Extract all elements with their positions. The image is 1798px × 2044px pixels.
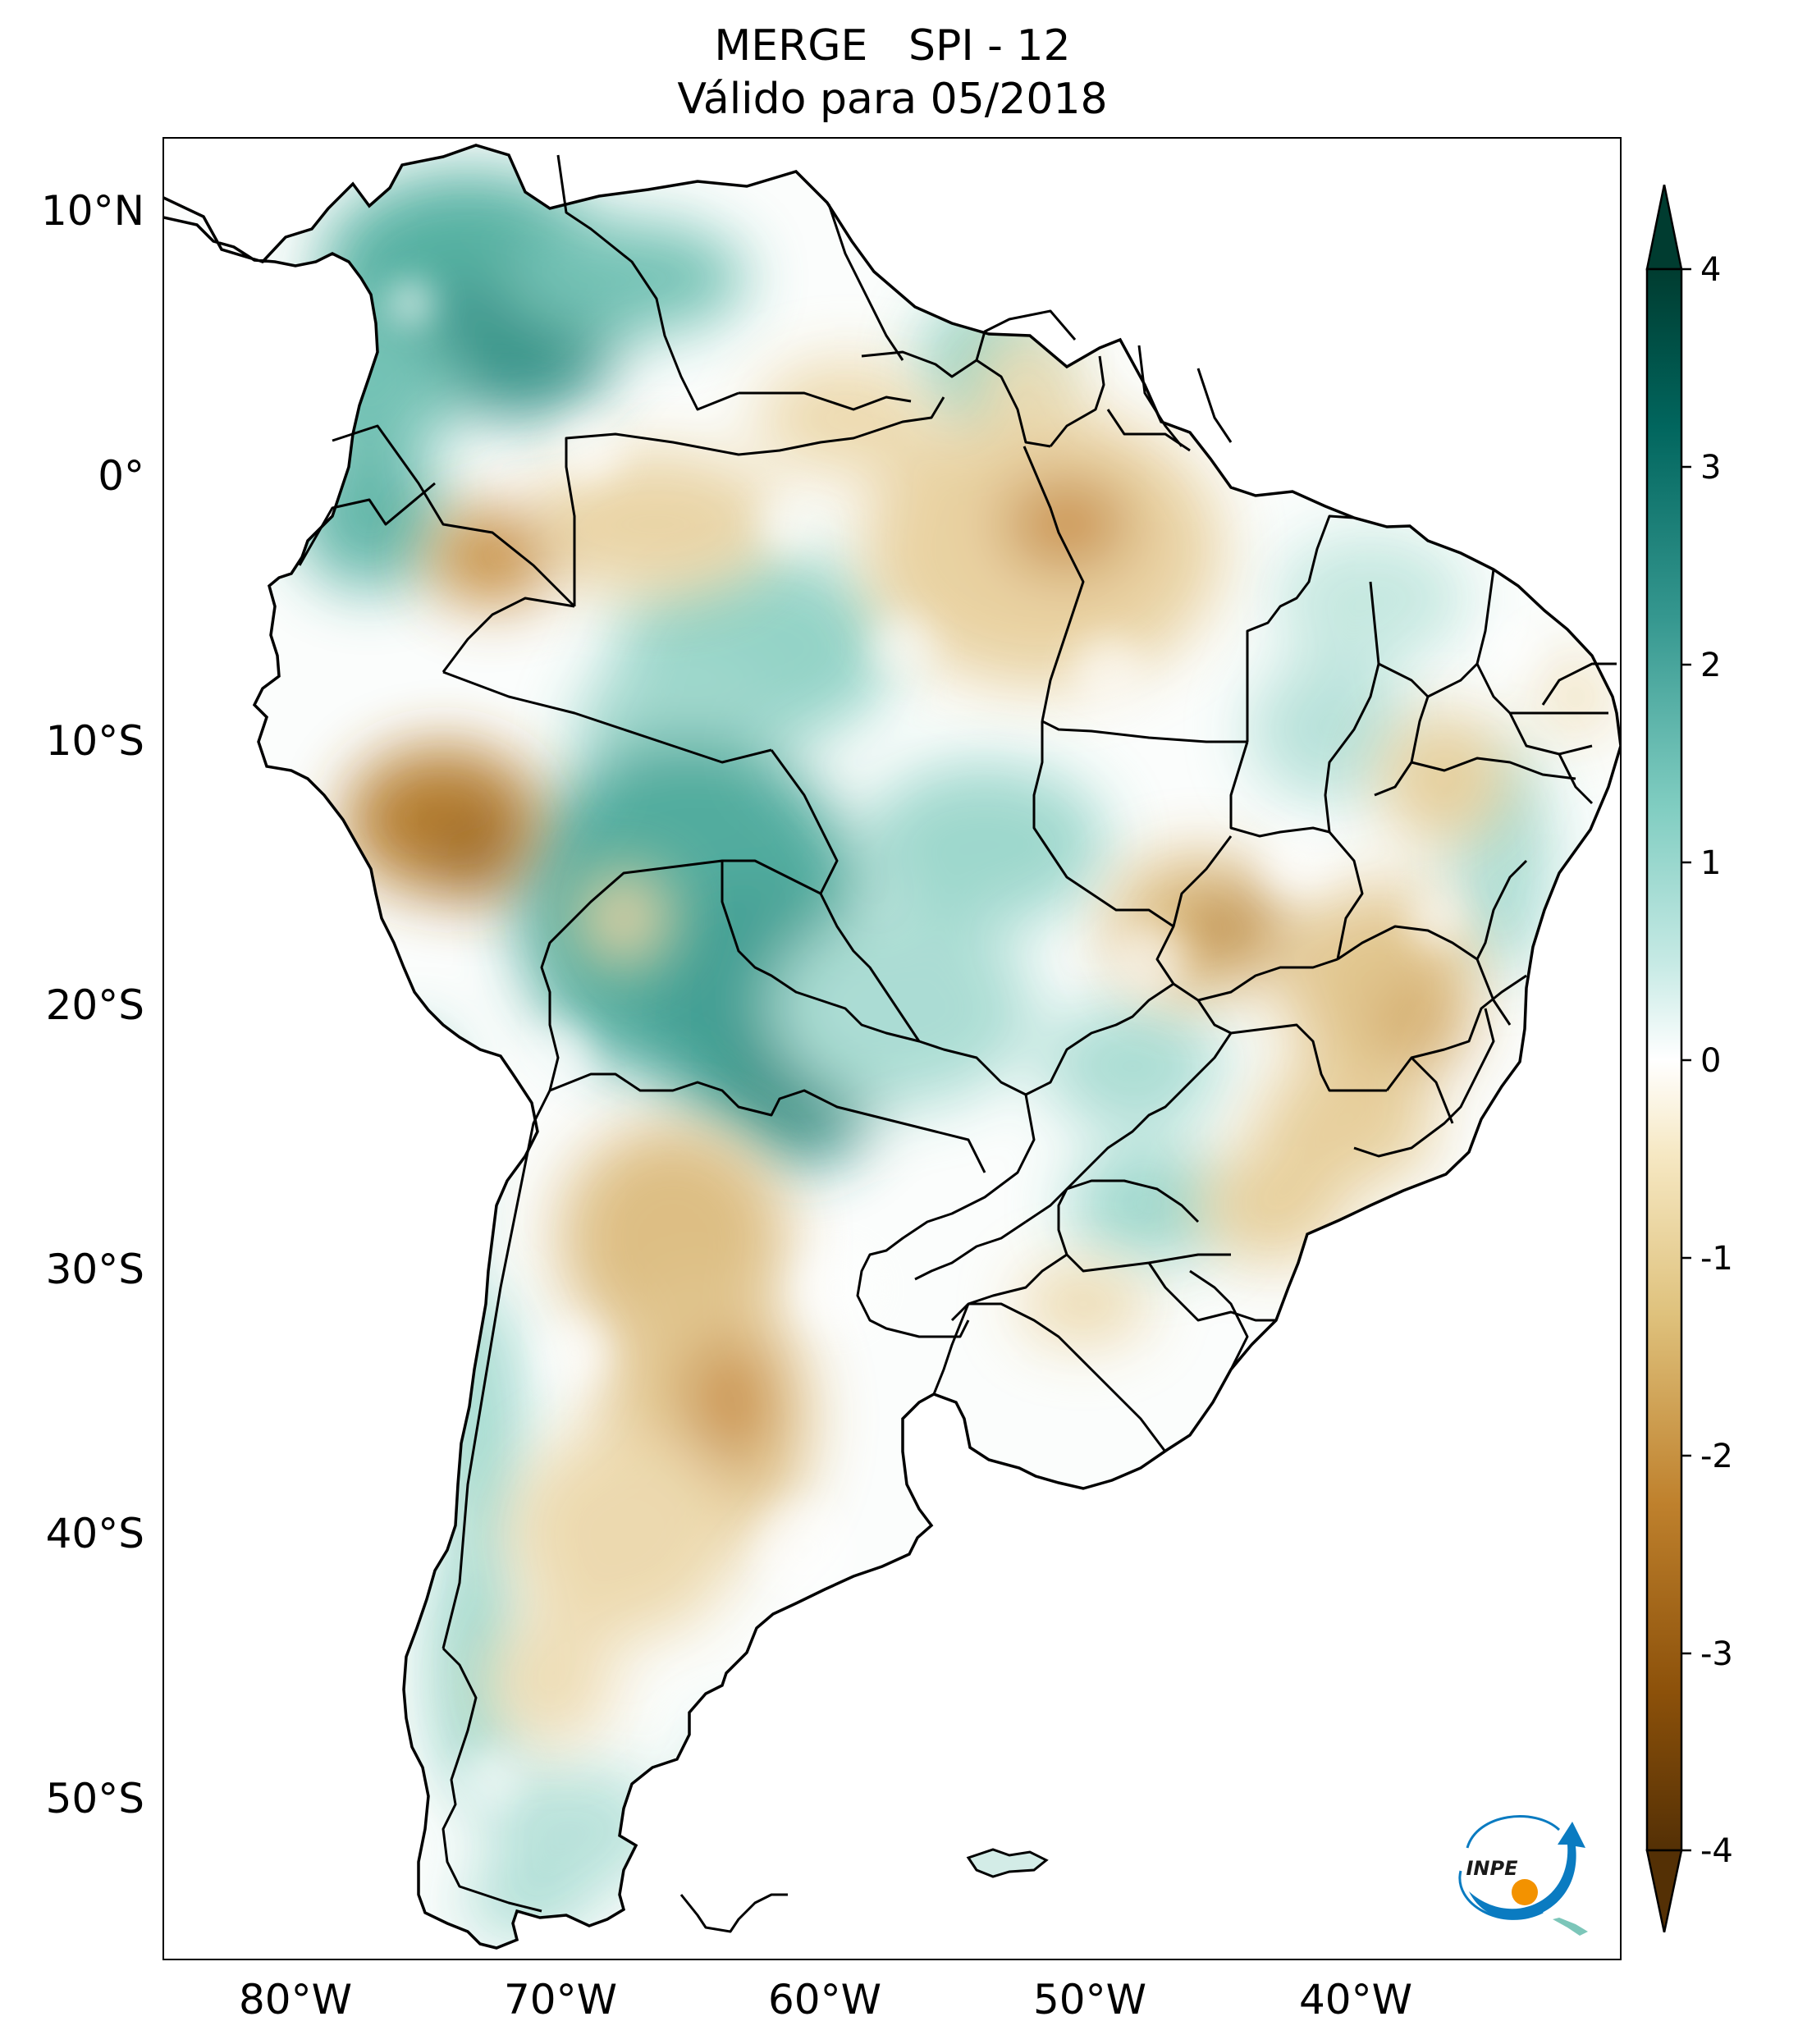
colorbar-label-neg4: -4: [1700, 1832, 1733, 1870]
lat-label-50s: 50°S: [45, 1775, 144, 1822]
colorbar-label-4: 4: [1700, 251, 1722, 289]
colorbar-label-neg3: -3: [1700, 1635, 1733, 1673]
political-borders: [298, 154, 1617, 1933]
lon-label-40w: 40°W: [1298, 1976, 1413, 2023]
inpe-logo: INPE: [1458, 1815, 1585, 1920]
lon-label-80w: 80°W: [238, 1976, 353, 2023]
colorbar-label-0: 0: [1700, 1042, 1722, 1080]
colorbar-label-neg1: -1: [1700, 1240, 1733, 1278]
map-subtitle: Válido para 05/2018: [677, 75, 1108, 124]
lon-label-50w: 50°W: [1032, 1976, 1147, 2023]
map-panel: [162, 137, 1622, 1960]
lon-label-70w: 70°W: [503, 1976, 618, 2023]
lat-label-10n: 10°N: [40, 187, 144, 235]
colorbar-label-3: 3: [1700, 449, 1722, 487]
lon-label-60w: 60°W: [767, 1976, 882, 2023]
lat-label-20s: 20°S: [45, 981, 144, 1029]
inpe-logo-dot: [1512, 1879, 1538, 1905]
south-georgia-island: [1553, 1918, 1588, 1936]
colorbar-label-2: 2: [1700, 647, 1722, 684]
lat-label-10s: 10°S: [45, 717, 144, 765]
lat-label-30s: 30°S: [45, 1246, 144, 1293]
colorbar-bottom-arrow: [1645, 1849, 1683, 1932]
map-title: MERGE SPI - 12: [714, 21, 1071, 71]
falkland-islands: [966, 1848, 1049, 1878]
spi-field: [164, 145, 1620, 1948]
colorbar-label-1: 1: [1700, 844, 1722, 882]
lat-label-0: 0°: [98, 452, 144, 500]
lat-label-40s: 40°S: [45, 1510, 144, 1557]
south-america-map: [164, 144, 1620, 1950]
inpe-logo-text: INPE: [1466, 1857, 1519, 1880]
colorbar-label-neg2: -2: [1700, 1438, 1733, 1475]
colorbar: [1645, 185, 1691, 1932]
colorbar-top-arrow: [1645, 185, 1683, 271]
colorbar-gradient: [1645, 268, 1683, 1852]
colorbar-ticks: [1681, 268, 1691, 1852]
